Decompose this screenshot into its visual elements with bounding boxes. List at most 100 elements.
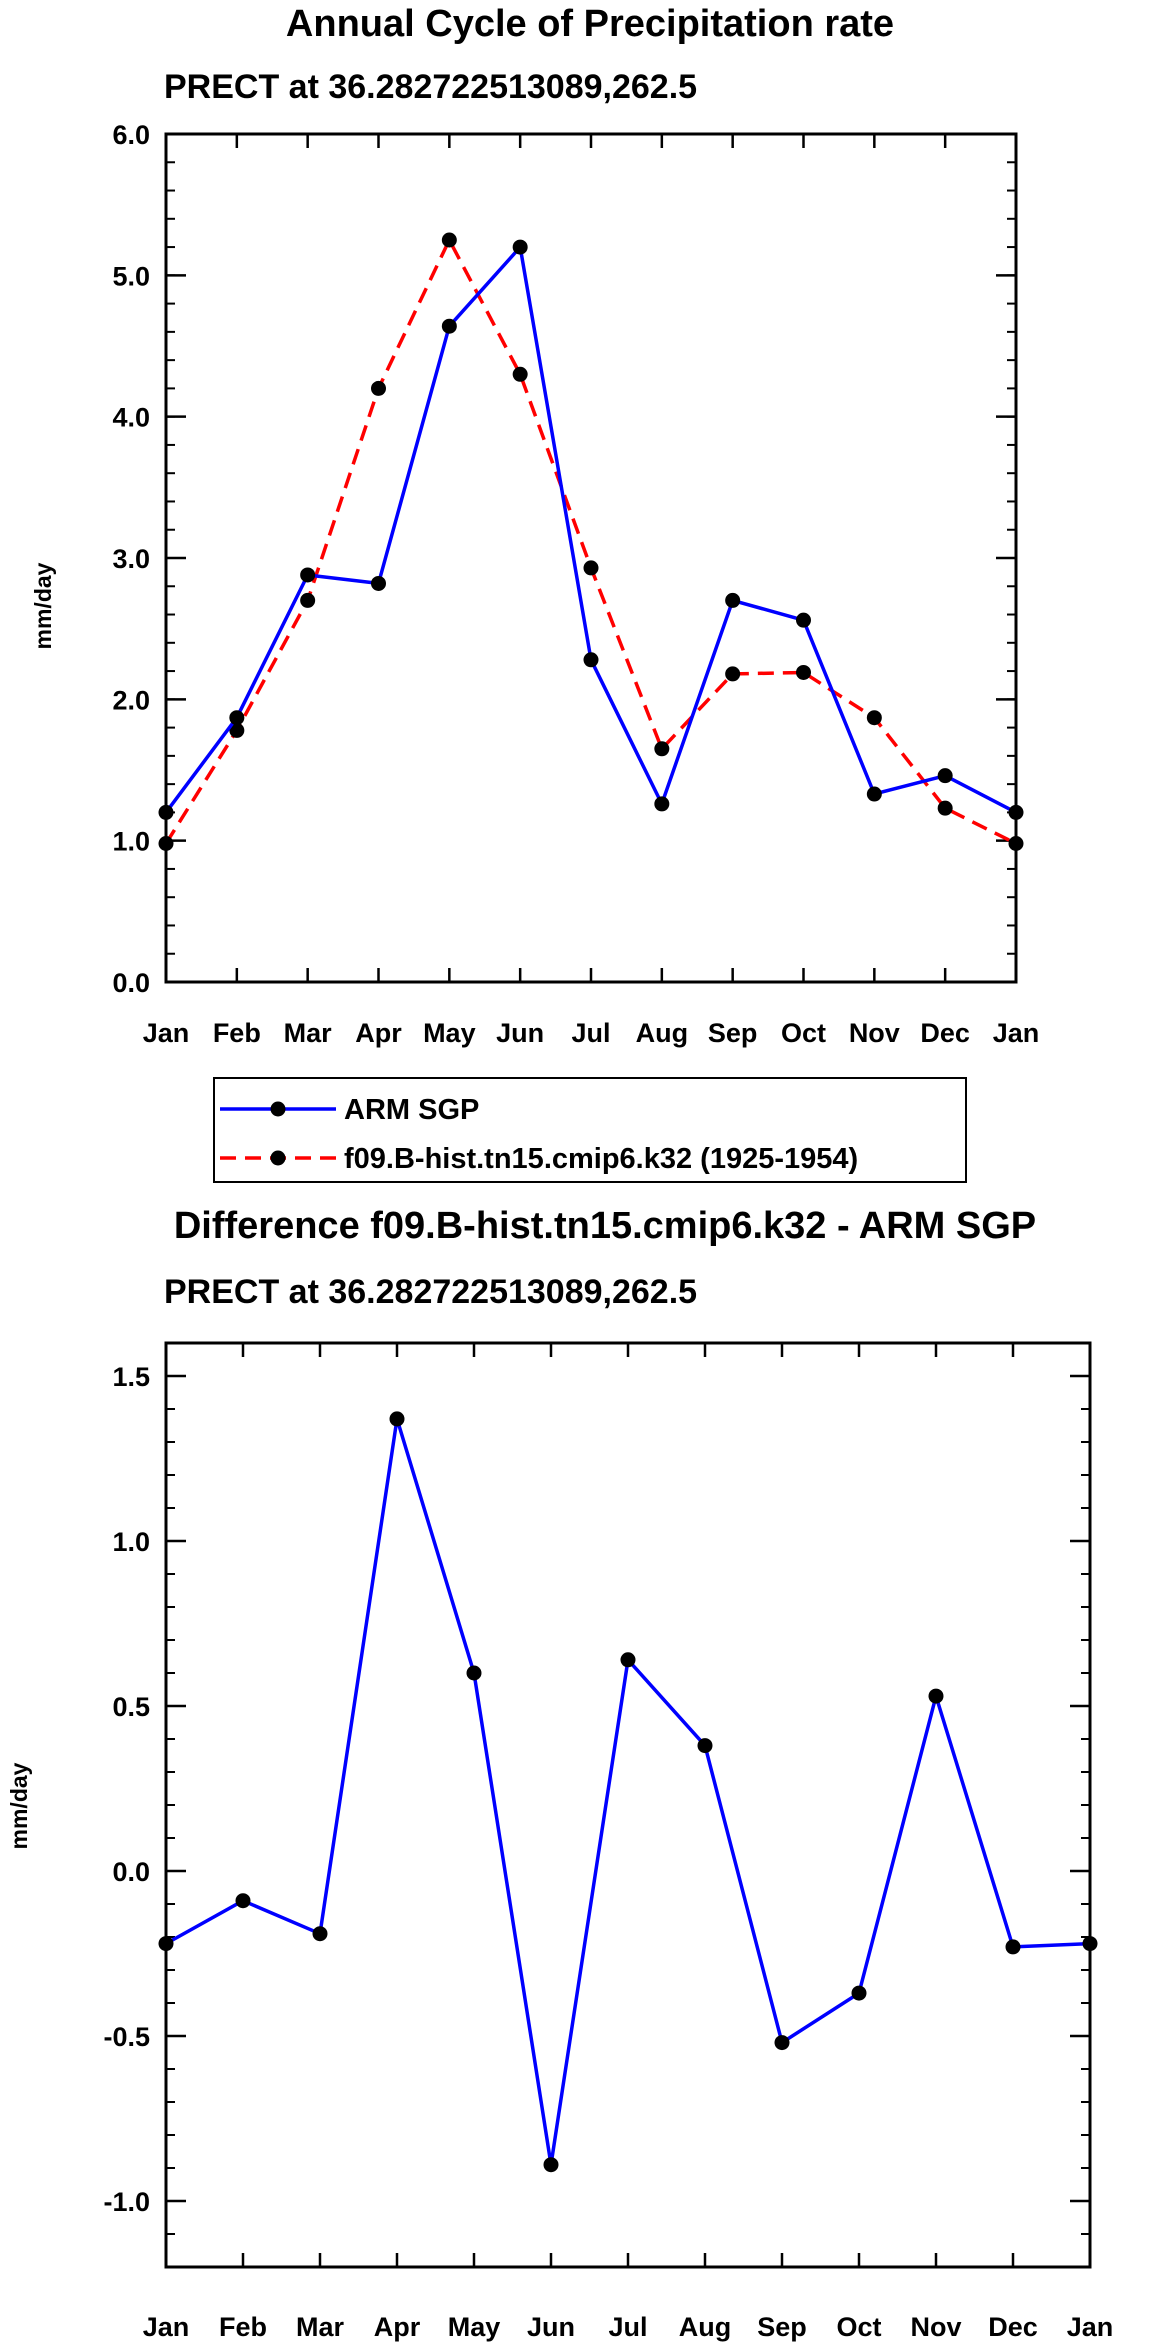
data-point [312, 1926, 328, 1942]
x-tick-label: Dec [988, 2312, 1038, 2342]
chart2-ticks [164, 1342, 1092, 2268]
chart2-title: Difference f09.B-hist.tn15.cmip6.k32 - A… [174, 1205, 1036, 1247]
data-point [937, 800, 953, 816]
data-point [725, 666, 741, 682]
y-tick-label: -0.5 [103, 2022, 150, 2052]
chart1-y-axis-label: mm/day [30, 562, 56, 649]
chart1-subtitle: PRECT at 36.282722513089,262.5 [164, 68, 697, 106]
data-point [389, 1411, 405, 1427]
series-line [165, 1417, 1091, 2167]
data-point [583, 560, 599, 576]
series-line [164, 238, 1017, 846]
chart1-tick-labels: Jan Feb Mar Apr May Jun Jul Aug Sep Oct Nov Dec Jan 0… [112, 120, 1039, 1048]
data-point [697, 1738, 713, 1754]
x-tick-label: Apr [355, 1018, 402, 1048]
data-point [441, 318, 457, 334]
y-tick-label: 3.0 [112, 544, 150, 574]
data-point [512, 239, 528, 255]
data-point [229, 710, 245, 726]
data-point [371, 575, 386, 591]
data-point [866, 710, 882, 726]
data-point [928, 1688, 944, 1704]
data-point [654, 741, 670, 757]
legend-label-model: f09.B-hist.tn15.cmip6.k32 (1925-1954) [344, 1143, 858, 1175]
legend-label-arm-sgp: ARM SGP [344, 1094, 479, 1126]
x-tick-label: Aug [679, 2312, 731, 2342]
chart2-series [158, 1411, 1098, 2173]
x-tick-label: May [423, 1018, 476, 1048]
data-point [796, 612, 811, 628]
x-tick-label: Nov [849, 1018, 900, 1048]
y-tick-label: 1.0 [112, 1527, 150, 1557]
legend-entry-model: f09.B-hist.tn15.cmip6.k32 (1925-1954) [220, 1143, 858, 1175]
y-tick-label: 0.5 [112, 1692, 150, 1722]
data-point [796, 664, 811, 680]
y-tick-label: 5.0 [112, 261, 150, 291]
y-tick-label: 2.0 [112, 685, 150, 715]
x-tick-label: Jul [608, 2312, 647, 2342]
x-tick-label: Jan [993, 1018, 1040, 1048]
chart2-subtitle: PRECT at 36.282722513089,262.5 [164, 1273, 697, 1311]
annual-cycle-chart: Annual Cycle of Precipitation rate PRECT… [30, 3, 1039, 1048]
data-point [937, 768, 953, 784]
data-point [229, 722, 245, 738]
x-tick-label: Jul [571, 1018, 610, 1048]
x-tick-label: Feb [219, 2312, 267, 2342]
data-point [866, 786, 882, 802]
x-tick-label: Aug [636, 1018, 688, 1048]
data-point [774, 2035, 790, 2051]
x-tick-label: May [448, 2312, 501, 2342]
chart1-series [158, 232, 1024, 851]
y-tick-label: 1.5 [112, 1362, 150, 1392]
chart1-legend: ARM SGP f09.B-hist.tn15.cmip6.k32 (1925-… [213, 1077, 967, 1183]
x-tick-label: Mar [284, 1018, 333, 1048]
data-point [300, 567, 316, 583]
x-tick-label: Jun [496, 1018, 544, 1048]
chart2-tick-labels: Jan Feb Mar Apr May Jun Jul Aug Sep Oct Nov Dec Jan -… [103, 1362, 1113, 2342]
chart2-y-axis-label: mm/day [6, 1762, 32, 1849]
data-point [543, 2157, 559, 2173]
x-tick-label: Dec [920, 1018, 970, 1048]
chart1-plot-frame [164, 132, 1018, 984]
x-tick-label: Oct [836, 2312, 881, 2342]
data-point [300, 592, 316, 608]
data-point [1005, 1939, 1021, 1955]
legend-box [213, 1077, 967, 1183]
y-tick-label: 4.0 [112, 403, 150, 433]
x-tick-label: Apr [374, 2312, 421, 2342]
x-tick-label: Feb [213, 1018, 261, 1048]
y-tick-label: 1.0 [112, 827, 150, 857]
x-tick-label: Sep [708, 1018, 758, 1048]
series-line [164, 245, 1017, 814]
y-tick-label: -1.0 [103, 2187, 150, 2217]
x-tick-label: Jan [143, 2312, 190, 2342]
chart2-plot-frame [164, 1341, 1092, 2269]
legend-entry-arm-sgp: ARM SGP [220, 1094, 479, 1126]
x-tick-label: Mar [296, 2312, 345, 2342]
legend-marker-model [270, 1150, 286, 1166]
x-tick-label: Oct [781, 1018, 826, 1048]
x-tick-label: Jun [527, 2312, 575, 2342]
data-point [851, 1985, 867, 2001]
data-point [441, 232, 457, 248]
chart1-title: Annual Cycle of Precipitation rate [286, 3, 894, 45]
data-point [654, 796, 670, 812]
data-point [512, 366, 528, 382]
x-tick-label: Jan [143, 1018, 190, 1048]
chart1-ticks [164, 132, 1018, 984]
data-point [235, 1893, 251, 1909]
x-tick-label: Nov [910, 2312, 961, 2342]
y-tick-label: 0.0 [112, 968, 150, 998]
data-point [725, 592, 741, 608]
difference-chart: Difference f09.B-hist.tn15.cmip6.k32 - A… [6, 1205, 1113, 2342]
legend-marker-arm-sgp [270, 1101, 286, 1117]
data-point [583, 652, 599, 668]
y-tick-label: 6.0 [112, 120, 150, 150]
data-point [620, 1652, 636, 1668]
x-tick-label: Jan [1067, 2312, 1114, 2342]
data-point [466, 1665, 482, 1681]
data-point [371, 380, 386, 396]
y-tick-label: 0.0 [112, 1857, 150, 1887]
x-tick-label: Sep [757, 2312, 807, 2342]
